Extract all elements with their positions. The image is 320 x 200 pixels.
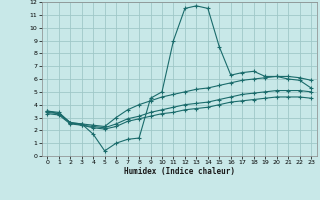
X-axis label: Humidex (Indice chaleur): Humidex (Indice chaleur) [124,167,235,176]
